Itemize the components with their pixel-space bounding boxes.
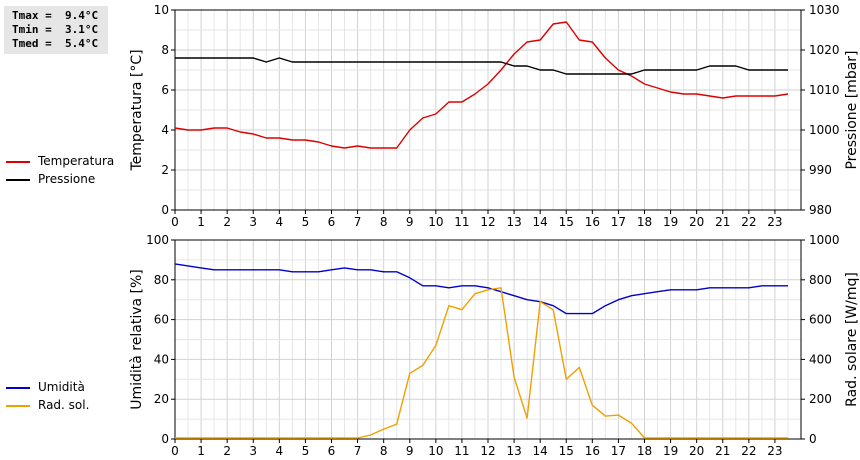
y2-tick-label: 1030	[809, 3, 840, 17]
y2-tick-label: 200	[809, 392, 832, 406]
x-tick-label: 13	[506, 444, 521, 458]
x-tick-label: 12	[480, 444, 495, 458]
x-tick-label: 2	[223, 444, 231, 458]
y2-tick-label: 400	[809, 352, 832, 366]
humidity-radiation-chart: 0 1 2 3 4 5 6 7 8 9 10 11 12 13 14 15 16 17 18 19 20 21 22 2302…	[129, 233, 860, 458]
x-tick-label: 14	[533, 215, 548, 229]
x-tick-label: 15	[559, 215, 574, 229]
x-tick-label: 21	[715, 444, 730, 458]
y-axis-label: Umidità relativa [%]	[129, 269, 145, 410]
x-tick-label: 19	[663, 444, 678, 458]
series-line-umidit	[174, 263, 788, 315]
y-tick-label: 0	[161, 432, 169, 446]
series-line-pressione	[175, 57, 788, 75]
x-tick-label: 6	[328, 444, 336, 458]
x-tick-label: 9	[406, 215, 414, 229]
x-tick-label: 10	[428, 444, 443, 458]
x-tick-label: 5	[302, 444, 310, 458]
y2-tick-label: 1000	[809, 123, 840, 137]
legend-swatch-pressione	[6, 179, 30, 181]
x-tick-label: 4	[276, 444, 284, 458]
x-tick-label: 20	[689, 444, 704, 458]
legend-label-temperatura: Temperatura	[38, 154, 115, 168]
x-tick-label: 15	[559, 444, 574, 458]
x-tick-label: 9	[406, 444, 414, 458]
series-line-rad-sol	[175, 287, 788, 439]
x-tick-label: 3	[249, 444, 257, 458]
y2-tick-label: 800	[809, 273, 832, 287]
x-tick-label: 18	[637, 215, 652, 229]
x-tick-label: 17	[611, 215, 626, 229]
y-tick-label: 0	[161, 203, 169, 217]
x-tick-label: 1	[197, 215, 205, 229]
x-tick-label: 3	[249, 215, 257, 229]
x-tick-label: 7	[354, 444, 362, 458]
y2-tick-label: 990	[809, 163, 832, 177]
x-tick-label: 4	[276, 215, 284, 229]
stats-tmin: Tmin = 3.1°C	[12, 23, 99, 36]
temperature-pressure-chart: 0 1 2 3 4 5 6 7 8 9 10 11 12 13 14 15 16 17 18 19 20 21 22 2302…	[129, 3, 860, 229]
stats-box: Tmax = 9.4°C Tmin = 3.1°C Tmed = 5.4°C	[4, 6, 108, 54]
y-axis-label: Temperatura [°C]	[129, 49, 145, 171]
x-tick-label: 19	[663, 215, 678, 229]
y-tick-label: 4	[161, 123, 169, 137]
y2-tick-label: 600	[809, 313, 832, 327]
x-tick-label: 22	[741, 215, 756, 229]
legend-swatch-temperatura	[6, 161, 30, 163]
x-tick-label: 7	[354, 215, 362, 229]
legend-swatch-umidita	[6, 387, 30, 389]
legend-label-rad-sol: Rad. sol.	[38, 398, 90, 412]
x-tick-label: 0	[171, 215, 179, 229]
x-tick-label: 23	[767, 215, 782, 229]
x-tick-label: 0	[171, 444, 179, 458]
x-tick-label: 6	[328, 215, 336, 229]
y-tick-label: 60	[154, 313, 169, 327]
series-line-temperatura	[174, 21, 789, 149]
y2-axis-label: Rad. solare [W/mq]	[844, 272, 860, 407]
stats-tmax: Tmax = 9.4°C	[12, 9, 99, 22]
x-tick-label: 16	[585, 215, 600, 229]
y-tick-label: 2	[161, 163, 169, 177]
x-tick-label: 22	[741, 444, 756, 458]
x-tick-label: 10	[428, 215, 443, 229]
x-tick-label: 11	[454, 215, 469, 229]
y-tick-label: 100	[146, 233, 169, 247]
y2-tick-label: 980	[809, 203, 832, 217]
x-tick-label: 13	[506, 215, 521, 229]
x-tick-label: 12	[480, 215, 495, 229]
x-tick-label: 14	[533, 444, 548, 458]
legend-label-umidita: Umidità	[38, 380, 85, 394]
x-tick-label: 17	[611, 444, 626, 458]
x-tick-label: 8	[380, 215, 388, 229]
x-tick-label: 1	[197, 444, 205, 458]
y2-tick-label: 0	[809, 432, 817, 446]
y2-tick-label: 1000	[809, 233, 840, 247]
y-tick-label: 20	[154, 392, 169, 406]
x-tick-label: 5	[302, 215, 310, 229]
x-tick-label: 21	[715, 215, 730, 229]
y-tick-label: 8	[161, 43, 169, 57]
x-tick-label: 16	[585, 444, 600, 458]
x-tick-label: 8	[380, 444, 388, 458]
y2-tick-label: 1010	[809, 83, 840, 97]
y2-tick-label: 1020	[809, 43, 840, 57]
x-tick-label: 23	[767, 444, 782, 458]
stats-tmed: Tmed = 5.4°C	[12, 37, 99, 50]
x-tick-label: 11	[454, 444, 469, 458]
legend-swatch-rad-sol	[6, 405, 30, 407]
y2-axis-label: Pressione [mbar]	[844, 50, 860, 169]
x-tick-label: 18	[637, 444, 652, 458]
x-tick-label: 2	[223, 215, 231, 229]
legend-label-pressione: Pressione	[38, 172, 96, 186]
y-tick-label: 6	[161, 83, 169, 97]
x-tick-label: 20	[689, 215, 704, 229]
y-tick-label: 10	[154, 3, 169, 17]
y-tick-label: 40	[154, 352, 169, 366]
y-tick-label: 80	[154, 273, 169, 287]
